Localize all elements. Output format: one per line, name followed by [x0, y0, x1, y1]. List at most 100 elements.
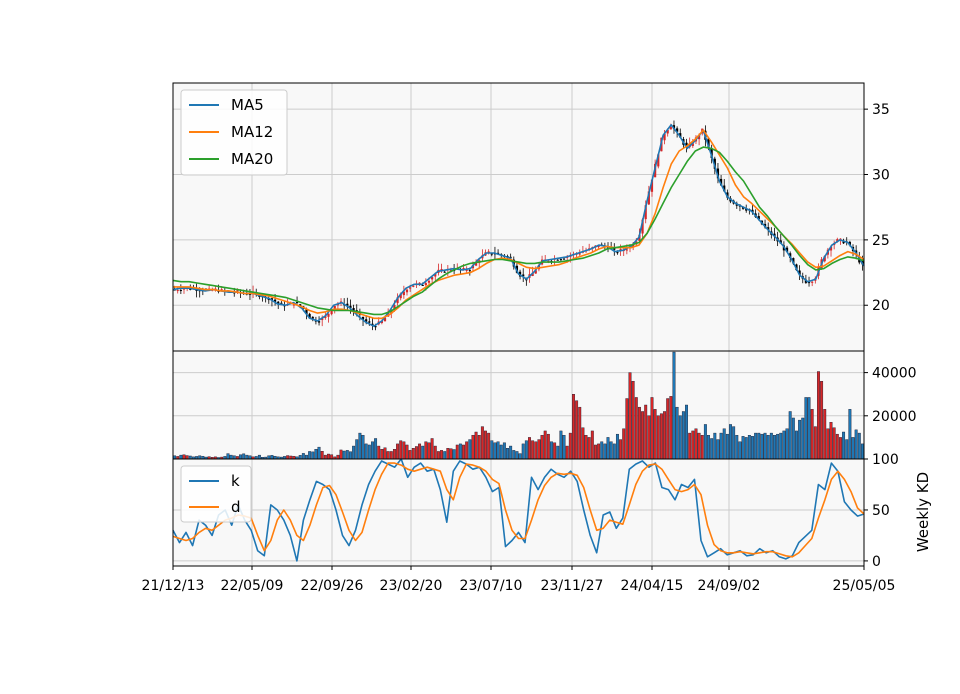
candle-body [393, 305, 396, 310]
volume-bar [531, 440, 535, 460]
volume-bar [842, 431, 846, 460]
candle-body [236, 290, 239, 292]
volume-bar [352, 445, 356, 460]
volume-bar [650, 397, 654, 460]
volume-bar [499, 444, 503, 460]
volume-bar [477, 435, 481, 460]
volume-bar [537, 439, 541, 460]
x-tick-label: 25/05/05 [833, 578, 896, 594]
volume-bar [305, 454, 308, 460]
candle-body [409, 287, 412, 289]
candle-body [270, 298, 274, 300]
candle-body [745, 208, 748, 211]
volume-bar [757, 432, 761, 460]
volume-bar [729, 424, 732, 460]
volume-bar [399, 440, 403, 460]
volume-bar [490, 440, 494, 460]
candle-body [823, 255, 826, 262]
candle-body [644, 205, 647, 220]
volume-bar [612, 443, 616, 460]
volume-bar [615, 433, 619, 460]
volume-bar [342, 450, 346, 460]
volume-bar [449, 448, 453, 460]
candle-body [698, 135, 701, 140]
candle-body [509, 256, 512, 258]
candle-body [330, 310, 333, 315]
kd-y-tick-label: 50 [872, 503, 890, 519]
kd-lines [172, 458, 865, 562]
volume-bar [722, 428, 726, 460]
volume-bar [656, 415, 660, 460]
volume-bar [418, 443, 422, 460]
kd-y-tick-label: 100 [872, 452, 899, 468]
candle-body [597, 245, 600, 248]
volume-bar [421, 445, 425, 460]
volume-bar [738, 441, 742, 460]
volume-bar [593, 444, 597, 460]
volume-bar [857, 432, 861, 460]
volume-bar [546, 433, 550, 460]
volume-bar [286, 455, 290, 460]
volume-y-tick-label: 20000 [872, 409, 917, 425]
kd-y-axis: 0 50 100 [864, 452, 899, 570]
volume-bar [773, 435, 776, 460]
candle-body [176, 290, 179, 292]
volume-bar [760, 433, 764, 460]
volume-bar [798, 419, 802, 460]
volume-bar [641, 411, 645, 460]
candle-body [842, 241, 845, 244]
kd-legend: kd [180, 465, 252, 523]
volume-bar [556, 445, 560, 460]
candle-body [365, 319, 368, 322]
volume-bar [468, 439, 472, 460]
candle-body [534, 270, 537, 274]
volume-bar [817, 371, 820, 460]
volume-bar [559, 430, 563, 460]
volume-bar [226, 453, 230, 460]
candle-body [179, 290, 182, 292]
candle-body [431, 277, 434, 280]
volume-bar [707, 435, 710, 460]
volume-bar [377, 445, 381, 460]
volume-bar [619, 439, 623, 460]
volume-bar [383, 447, 387, 460]
candle-body [333, 305, 336, 310]
legend-label-d: d [231, 498, 241, 516]
kd-panel-frame [172, 458, 865, 567]
candle-body [182, 288, 186, 290]
candle-body [214, 288, 217, 290]
kd-panel-background [173, 459, 864, 566]
line-ma5 [172, 124, 865, 328]
volume-bar [524, 440, 528, 460]
volume-bar [320, 451, 324, 460]
volume-bar [829, 422, 833, 460]
volume-bar [446, 448, 450, 460]
volume-bar [788, 411, 792, 460]
volume-bar [785, 428, 789, 460]
volume-bar [769, 432, 773, 460]
candle-body [773, 233, 776, 237]
volume-bar [185, 455, 189, 460]
volume-bar [568, 432, 572, 460]
volume-bar [681, 411, 685, 460]
volume-bar [716, 439, 720, 460]
volume-bar [506, 448, 509, 460]
volume-bar [471, 435, 475, 460]
volume-bar [528, 437, 531, 460]
volume-bar [832, 427, 836, 460]
candle-body [383, 317, 387, 322]
volume-bar [631, 381, 635, 460]
volume-bar [625, 398, 629, 460]
candle-body [657, 154, 660, 167]
candle-body [248, 294, 252, 296]
volume-bar [239, 454, 242, 460]
candle-body [666, 129, 669, 134]
candle-body [468, 270, 471, 272]
volume-bar [392, 449, 396, 460]
x-axis: 21/12/13 22/05/09 22/09/26 23/02/20 23/07/10… [142, 566, 896, 594]
volume-bar [565, 445, 569, 460]
candle-body [531, 272, 534, 276]
volume-bar [820, 381, 824, 460]
volume-bar [694, 428, 698, 460]
candle-body [641, 219, 644, 234]
